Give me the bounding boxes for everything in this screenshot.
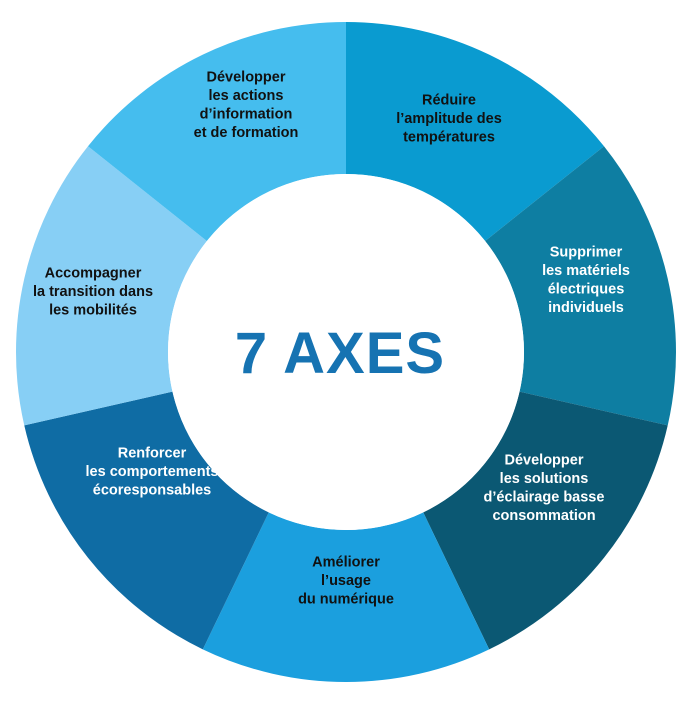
segment-label-line: et de formation: [194, 125, 299, 141]
segment-label-numerique: Améliorer l’usage du numérique: [298, 555, 394, 608]
segment-label-line: d’information: [200, 106, 293, 122]
segment-supprimer: [485, 146, 677, 426]
segment-label-supprimer: Supprimer les matériels électriques individ…: [542, 244, 630, 316]
segment-label-line: températures: [403, 130, 495, 146]
center-title: 7 AXES: [235, 321, 445, 386]
segment-label-line: les mobilités: [49, 303, 137, 319]
segment-label-line: d’éclairage basse: [484, 489, 605, 505]
segment-label-line: Accompagner: [45, 266, 142, 282]
segment-label-line: écoresponsables: [93, 483, 211, 499]
segment-eclairage: [423, 391, 668, 650]
segment-label-line: Développer: [505, 452, 584, 468]
segment-label-line: consommation: [492, 508, 595, 524]
segment-label-line: individuels: [548, 300, 624, 316]
segment-label-line: électriques: [548, 281, 625, 297]
segment-label-line: du numérique: [298, 592, 394, 608]
segment-label-line: Réduire: [422, 93, 476, 109]
segment-information: [87, 22, 347, 242]
segment-comportements: [24, 391, 269, 650]
segment-label-reduire: Réduire l’amplitude des températures: [396, 93, 502, 146]
segment-label-line: les actions: [209, 88, 284, 104]
segment-label-information: Développer les actions d’information et de …: [194, 69, 299, 141]
segment-label-line: Renforcer: [118, 446, 187, 462]
segment-reduire: [346, 22, 605, 242]
segment-label-mobilites: Accompagner la transition dans les mobilit…: [33, 266, 153, 319]
segment-numerique: [202, 512, 490, 682]
wheel-segments: [16, 22, 677, 682]
segment-label-line: Développer: [207, 69, 286, 85]
segment-label-line: Supprimer: [550, 244, 623, 260]
segment-label-eclairage: Développer les solutions d’éclairage basse…: [484, 452, 605, 524]
segment-label-line: la transition dans: [33, 284, 153, 300]
segment-label-line: les comportements: [86, 464, 219, 480]
segment-mobilites: [16, 146, 207, 426]
segment-label-comportements: Renforcer les comportements écoresponsable…: [86, 446, 219, 499]
segment-label-line: l’amplitude des: [396, 111, 502, 127]
segment-label-line: les matériels: [542, 263, 630, 279]
segment-label-line: Améliorer: [312, 555, 380, 571]
center-hole: [168, 174, 524, 530]
segment-label-line: l’usage: [321, 573, 371, 589]
segment-label-line: les solutions: [500, 471, 589, 487]
segment-labels: Réduire l’amplitude des températures Suppri…: [33, 69, 630, 607]
